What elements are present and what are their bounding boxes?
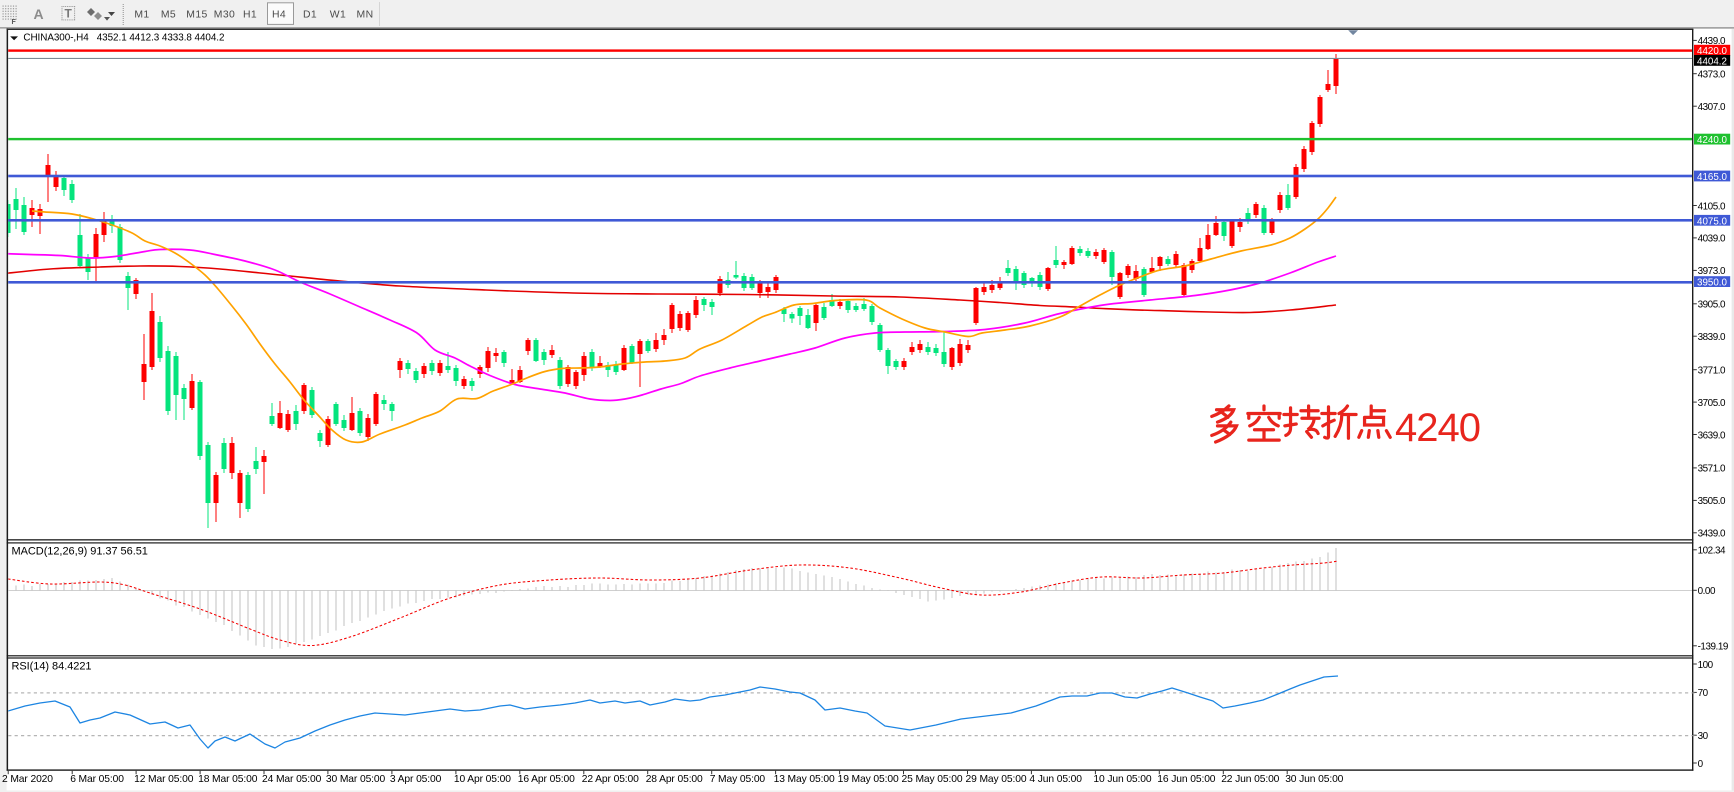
svg-text:16 Apr 05:00: 16 Apr 05:00 bbox=[518, 774, 575, 785]
svg-text:4240: 4240 bbox=[1395, 406, 1480, 450]
svg-text:22 Apr 05:00: 22 Apr 05:00 bbox=[582, 774, 639, 785]
svg-text:F: F bbox=[12, 19, 17, 26]
svg-text:0.00: 0.00 bbox=[1698, 586, 1716, 597]
svg-text:4240.0: 4240.0 bbox=[1697, 135, 1728, 146]
svg-text:4373.0: 4373.0 bbox=[1698, 70, 1726, 81]
svg-text:29 May 05:00: 29 May 05:00 bbox=[966, 774, 1027, 785]
svg-text:3639.0: 3639.0 bbox=[1698, 430, 1726, 441]
svg-text:30: 30 bbox=[1698, 731, 1709, 742]
svg-text:CHINA300-,H4 4352.1 4412.3 4: CHINA300-,H4 4352.1 4412.3 4333.8 4404.2 bbox=[23, 33, 224, 44]
svg-text:102.34: 102.34 bbox=[1698, 546, 1726, 557]
svg-text:19 May 05:00: 19 May 05:00 bbox=[838, 774, 899, 785]
svg-text:RSI(14) 84.4221: RSI(14) 84.4221 bbox=[12, 660, 92, 672]
svg-text:3839.0: 3839.0 bbox=[1698, 332, 1726, 343]
svg-text:D1: D1 bbox=[303, 10, 317, 21]
svg-text:3771.0: 3771.0 bbox=[1698, 366, 1726, 377]
svg-text:70: 70 bbox=[1698, 688, 1709, 699]
svg-text:W1: W1 bbox=[330, 10, 346, 21]
svg-text:H4: H4 bbox=[272, 10, 286, 21]
svg-text:MN: MN bbox=[357, 10, 374, 21]
svg-text:4404.2: 4404.2 bbox=[1697, 57, 1727, 68]
svg-text:4105.0: 4105.0 bbox=[1698, 201, 1726, 212]
svg-text:H1: H1 bbox=[243, 10, 257, 21]
svg-text:3505.0: 3505.0 bbox=[1698, 496, 1726, 507]
svg-text:3705.0: 3705.0 bbox=[1698, 398, 1726, 409]
svg-text:M5: M5 bbox=[161, 10, 176, 21]
svg-text:4039.0: 4039.0 bbox=[1698, 234, 1726, 245]
svg-text:28 Apr 05:00: 28 Apr 05:00 bbox=[646, 774, 703, 785]
svg-text:M30: M30 bbox=[214, 10, 235, 21]
svg-text:18 Mar 05:00: 18 Mar 05:00 bbox=[198, 774, 258, 785]
svg-text:4075.0: 4075.0 bbox=[1697, 216, 1728, 227]
svg-text:MACD(12,26,9) 91.37 56.51: MACD(12,26,9) 91.37 56.51 bbox=[12, 545, 148, 557]
svg-text:100: 100 bbox=[1698, 660, 1714, 671]
svg-text:M15: M15 bbox=[186, 10, 207, 21]
svg-text:4420.0: 4420.0 bbox=[1697, 46, 1728, 57]
svg-text:-139.19: -139.19 bbox=[1698, 642, 1729, 653]
svg-text:2 Mar 2020: 2 Mar 2020 bbox=[2, 774, 53, 785]
svg-text:M1: M1 bbox=[134, 10, 149, 21]
svg-text:10 Apr 05:00: 10 Apr 05:00 bbox=[454, 774, 511, 785]
svg-text:4 Jun 05:00: 4 Jun 05:00 bbox=[1029, 774, 1082, 785]
svg-text:4439.0: 4439.0 bbox=[1698, 36, 1726, 47]
svg-text:12 Mar 05:00: 12 Mar 05:00 bbox=[134, 774, 194, 785]
svg-text:3950.0: 3950.0 bbox=[1697, 278, 1728, 289]
svg-text:30 Jun 05:00: 30 Jun 05:00 bbox=[1285, 774, 1343, 785]
svg-text:A: A bbox=[34, 6, 44, 22]
svg-text:7 May 05:00: 7 May 05:00 bbox=[710, 774, 766, 785]
svg-text:10 Jun 05:00: 10 Jun 05:00 bbox=[1093, 774, 1151, 785]
svg-text:3439.0: 3439.0 bbox=[1698, 529, 1726, 540]
svg-text:0: 0 bbox=[1698, 759, 1704, 770]
svg-text:4307.0: 4307.0 bbox=[1698, 102, 1726, 113]
svg-text:3571.0: 3571.0 bbox=[1698, 464, 1726, 475]
svg-text:T: T bbox=[65, 7, 73, 21]
svg-text:3973.0: 3973.0 bbox=[1698, 266, 1726, 277]
svg-text:25 May 05:00: 25 May 05:00 bbox=[902, 774, 963, 785]
svg-text:3905.0: 3905.0 bbox=[1698, 300, 1726, 311]
svg-text:22 Jun 05:00: 22 Jun 05:00 bbox=[1221, 774, 1279, 785]
svg-text:30 Mar 05:00: 30 Mar 05:00 bbox=[326, 774, 386, 785]
svg-text:6 Mar 05:00: 6 Mar 05:00 bbox=[70, 774, 124, 785]
svg-text:4165.0: 4165.0 bbox=[1697, 172, 1728, 183]
svg-text:3 Apr 05:00: 3 Apr 05:00 bbox=[390, 774, 442, 785]
svg-text:24 Mar 05:00: 24 Mar 05:00 bbox=[262, 774, 322, 785]
svg-text:16 Jun 05:00: 16 Jun 05:00 bbox=[1157, 774, 1215, 785]
svg-text:13 May 05:00: 13 May 05:00 bbox=[774, 774, 835, 785]
